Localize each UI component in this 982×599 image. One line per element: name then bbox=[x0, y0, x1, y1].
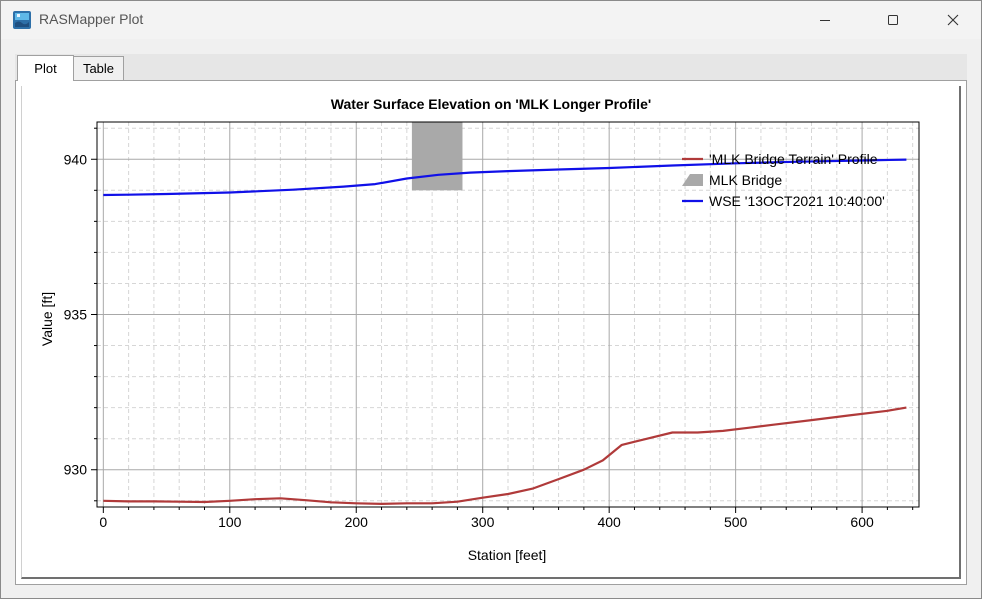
x-tick-label: 0 bbox=[99, 514, 107, 530]
legend-entry-label: WSE '13OCT2021 10:40:00' bbox=[709, 193, 885, 209]
x-tick-label: 500 bbox=[724, 514, 748, 530]
legend-entry-label: MLK Bridge bbox=[709, 172, 782, 188]
x-tick-label: 600 bbox=[850, 514, 874, 530]
x-tick-label: 100 bbox=[218, 514, 242, 530]
tab-strip bbox=[15, 54, 967, 81]
y-axis-label: Value [ft] bbox=[39, 292, 55, 346]
y-tick-label: 940 bbox=[64, 151, 88, 167]
close-button[interactable] bbox=[930, 1, 976, 39]
axes-layer: 0 100 200 300 400 500 600 930 935 940 bbox=[64, 127, 914, 530]
series-layer bbox=[103, 122, 907, 505]
major-grid bbox=[97, 122, 919, 507]
tab-table-label: Table bbox=[82, 61, 115, 76]
tab-table[interactable]: Table bbox=[73, 56, 124, 80]
x-tick-label: 200 bbox=[345, 514, 369, 530]
x-tick-label: 400 bbox=[597, 514, 621, 530]
title-bar[interactable]: RASMapper Plot bbox=[1, 1, 981, 39]
maximize-button[interactable] bbox=[870, 1, 916, 39]
plot-panel: Water Surface Elevation on 'MLK Longer P… bbox=[15, 80, 967, 585]
tab-plot[interactable]: Plot bbox=[17, 55, 74, 81]
legend-entry-label: 'MLK Bridge Terrain' Profile bbox=[709, 151, 878, 167]
series-mlk-bridge-band bbox=[411, 122, 463, 191]
series-terrain-profile-line bbox=[103, 406, 907, 505]
window-title: RASMapper Plot bbox=[39, 11, 144, 27]
x-tick-label: 300 bbox=[471, 514, 495, 530]
y-tick-label: 935 bbox=[64, 307, 88, 323]
wse-chart[interactable]: Water Surface Elevation on 'MLK Longer P… bbox=[22, 86, 960, 577]
y-tick-label: 930 bbox=[64, 462, 88, 478]
x-axis-label: Station [feet] bbox=[468, 547, 547, 563]
legend-swatch-band bbox=[682, 174, 703, 186]
series-wse-line bbox=[103, 158, 907, 197]
maximize-icon bbox=[888, 15, 898, 25]
chart-legend: 'MLK Bridge Terrain' Profile MLK Bridge WS… bbox=[682, 151, 885, 209]
rasmapper-app-icon bbox=[13, 11, 31, 29]
tab-plot-label: Plot bbox=[34, 61, 57, 76]
plot-frame: Water Surface Elevation on 'MLK Longer P… bbox=[21, 86, 961, 579]
minimize-button[interactable] bbox=[802, 1, 848, 39]
close-icon bbox=[947, 14, 959, 26]
chart-title: Water Surface Elevation on 'MLK Longer P… bbox=[331, 96, 651, 112]
minimize-icon bbox=[820, 20, 830, 21]
